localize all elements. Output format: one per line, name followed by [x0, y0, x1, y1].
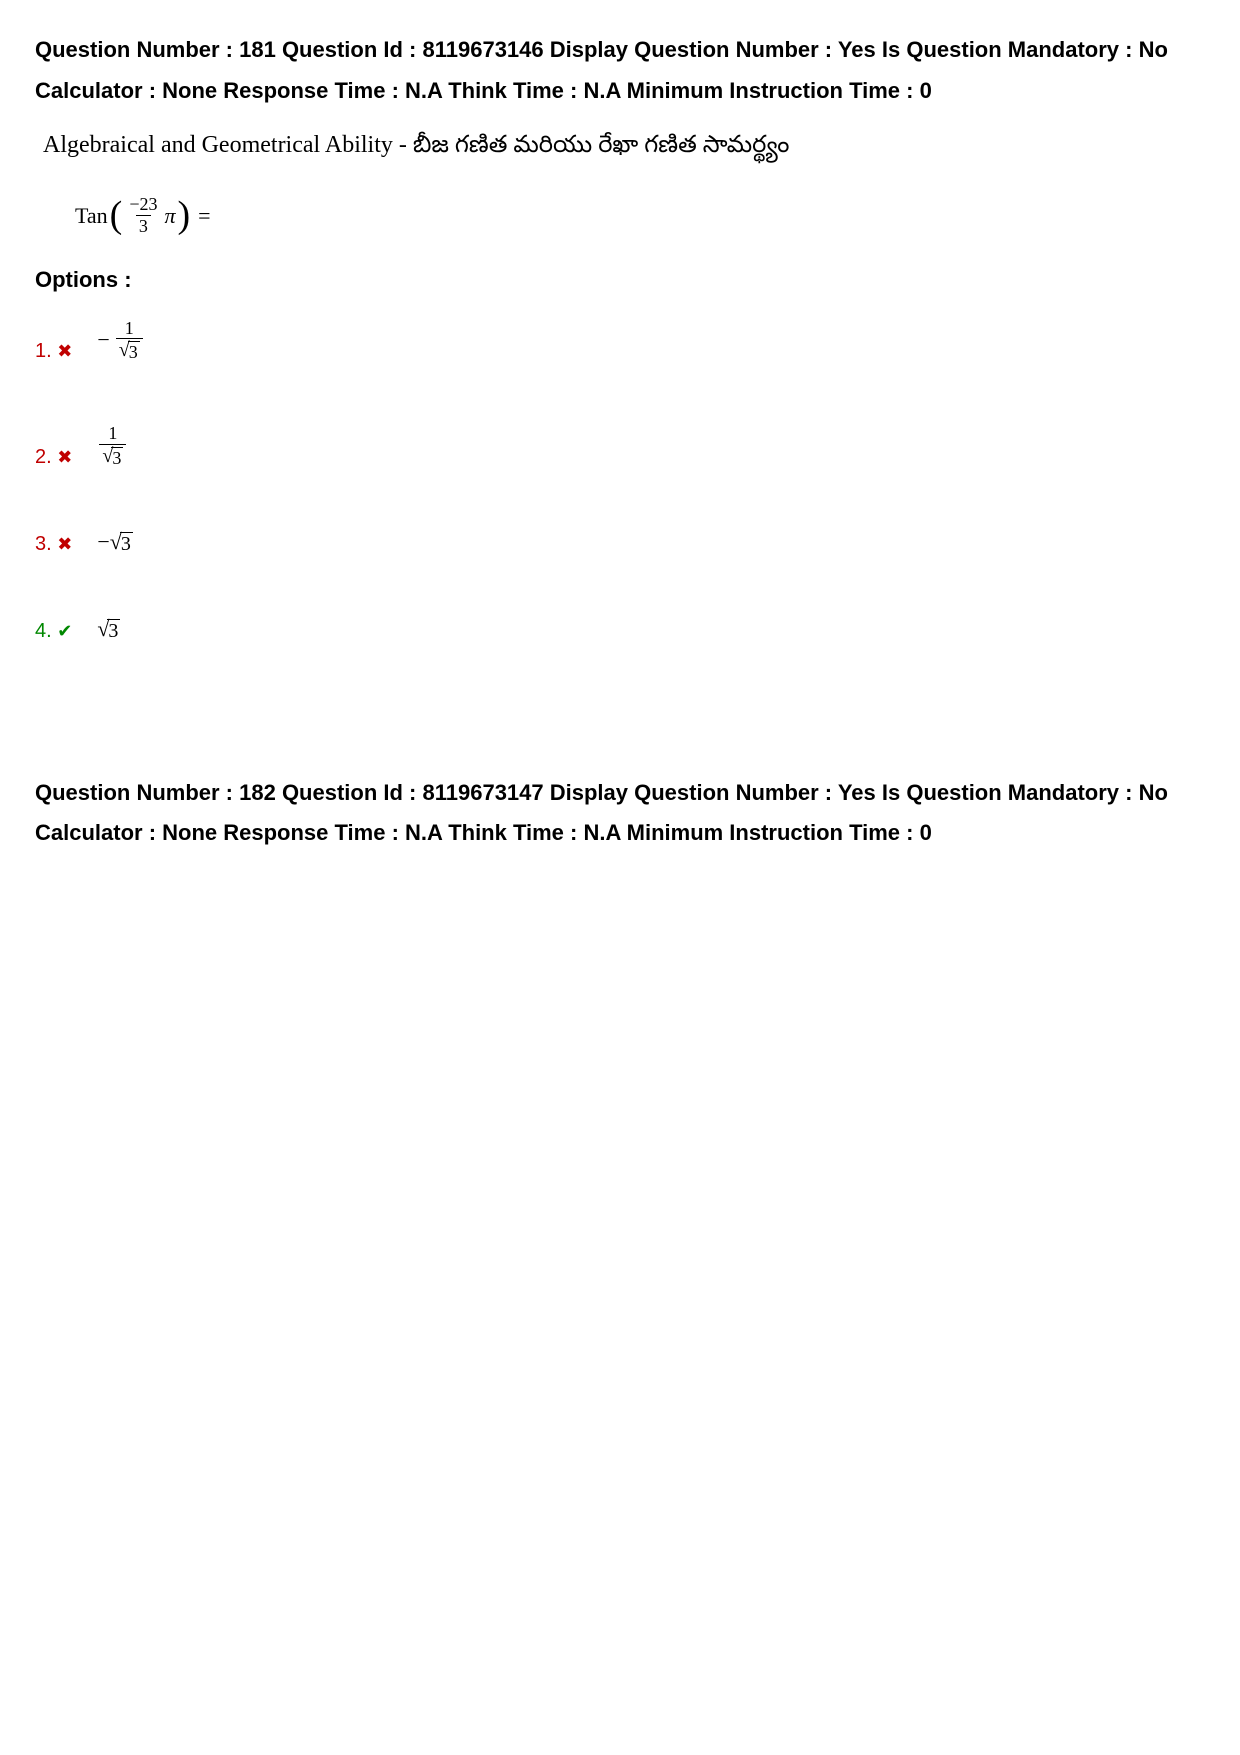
option-2-frac-den: √ 3	[99, 444, 126, 469]
option-3-number: 3. ✖	[35, 533, 72, 556]
equals-sign: =	[198, 203, 210, 229]
sqrt-icon: √ 3	[110, 529, 133, 556]
radicand: 3	[128, 341, 140, 363]
left-paren: (	[110, 200, 123, 230]
pi-symbol: π	[164, 203, 175, 229]
right-mark-icon: ✔	[57, 621, 72, 642]
wrong-mark-icon: ✖	[57, 341, 72, 362]
option-2-number: 2. ✖	[35, 446, 72, 469]
minus-sign: −	[97, 529, 109, 555]
fraction-arg: −23 3	[126, 194, 160, 236]
question-182-header: Question Number : 182 Question Id : 8119…	[35, 773, 1205, 854]
sqrt-icon: √ 3	[97, 616, 120, 643]
option-4: 4. ✔ √ 3	[35, 616, 1205, 643]
sqrt-icon: √ 3	[119, 339, 140, 363]
subject-line: Algebraical and Geometrical Ability - బీ…	[43, 131, 1205, 164]
radicand: 3	[111, 447, 123, 469]
option-2-fraction: 1 √ 3	[99, 423, 126, 468]
tan-label: Tan	[75, 203, 108, 229]
option-4-num-text: 4.	[35, 620, 57, 642]
option-1-fraction: 1 √ 3	[116, 318, 143, 363]
wrong-mark-icon: ✖	[57, 534, 72, 555]
options-label: Options :	[35, 267, 1205, 293]
radicand: 3	[120, 532, 133, 556]
fraction-den: 3	[136, 215, 151, 237]
option-1-frac-num: 1	[122, 318, 137, 339]
option-3-math: − √ 3	[97, 529, 133, 556]
option-1-number: 1. ✖	[35, 340, 72, 363]
option-2-num-text: 2.	[35, 446, 57, 468]
option-2-frac-num: 1	[105, 423, 120, 444]
radicand: 3	[107, 619, 120, 643]
option-1-num-text: 1.	[35, 340, 57, 362]
option-2: 2. ✖ 1 √ 3	[35, 423, 1205, 468]
option-3: 3. ✖ − √ 3	[35, 529, 1205, 556]
option-4-number: 4. ✔	[35, 620, 72, 643]
minus-sign: −	[97, 327, 109, 353]
question-181-header: Question Number : 181 Question Id : 8119…	[35, 30, 1205, 111]
option-1: 1. ✖ − 1 √ 3	[35, 318, 1205, 363]
option-2-math: 1 √ 3	[97, 423, 128, 468]
wrong-mark-icon: ✖	[57, 447, 72, 468]
option-4-math: √ 3	[97, 616, 120, 643]
right-paren: )	[178, 200, 191, 230]
option-1-frac-den: √ 3	[116, 338, 143, 363]
fraction-num: −23	[126, 194, 160, 215]
option-3-num-text: 3.	[35, 533, 57, 555]
question-expression: Tan ( −23 3 π ) =	[75, 194, 1205, 236]
option-1-math: − 1 √ 3	[97, 318, 144, 363]
sqrt-icon: √ 3	[102, 445, 123, 469]
